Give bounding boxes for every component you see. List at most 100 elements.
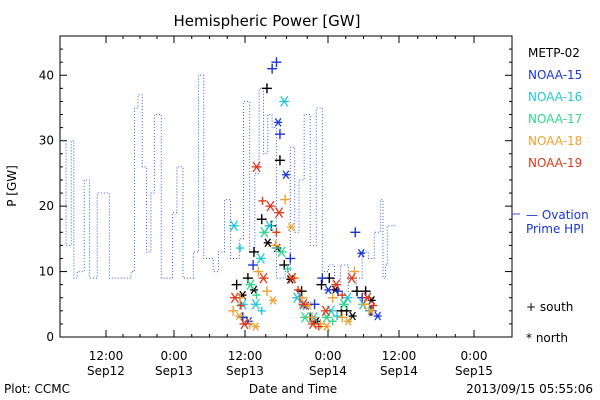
point-noaa-18-alt [366,306,375,316]
point-noaa-19-c [266,200,275,212]
point-metp-02 [261,83,272,94]
point-noaa-18 [280,194,291,205]
plot-frame [59,35,513,338]
point-noaa-16-c [230,220,239,232]
x-tick-label-date: Sep14 [380,364,418,378]
point-noaa-19-alt [338,291,347,300]
point-noaa-19-c [299,298,308,310]
point-noaa-18 [327,292,338,303]
point-metp-02 [274,155,285,166]
point-noaa-19-alt [236,301,245,310]
y-axis: 0 10 20 30 40 [39,35,512,344]
legend-south-label: + south [526,300,573,314]
point-noaa-15-alt [373,311,382,321]
point-noaa-18-alt-c [252,322,259,331]
point-metp-02 [248,246,259,257]
point-noaa-18-alt [344,316,353,326]
point-noaa-19-c [240,318,249,330]
point-noaa-19-alt [294,285,303,294]
point-noaa-15-alt [274,118,283,127]
point-noaa-19-alt [272,228,281,237]
x-tick-label-time: 0:00 [315,349,342,363]
point-noaa-15-alt-c [274,118,282,127]
point-metp-02-alt-c [368,295,375,305]
point-noaa-16-alt [333,312,342,321]
point-noaa-19 [239,318,250,330]
legend-item: NOAA-18 [528,134,582,148]
legend-item: NOAA-16 [528,90,582,104]
point-noaa-17-c [339,298,349,310]
point-noaa-19 [362,292,373,304]
point-noaa-17 [245,279,256,291]
x-tick-label-date: Sep12 [87,364,125,378]
series-noaa-15 [237,57,382,326]
x-axis-label: Date and Time [249,382,337,396]
series-noaa-17 [245,226,350,326]
point-noaa-15-alt [357,248,366,258]
point-noaa-16-c [343,292,352,304]
legend-item: NOAA-19 [528,156,582,170]
chart-title: Hemispheric Power [GW] [174,12,361,30]
point-noaa-15 [274,129,285,140]
point-noaa-17-alt [252,291,261,300]
x-axis: 12:00Sep120:00Sep1312:00Sep130:00Sep1412… [87,36,493,378]
point-noaa-19-c [321,305,330,317]
point-noaa-15 [350,227,361,238]
point-noaa-19-c [308,318,317,330]
point-noaa-16-c [251,298,260,310]
point-noaa-18 [270,240,281,251]
x-tick-label-date: Sep13 [226,364,264,378]
point-noaa-16 [342,292,353,304]
y-tick-label: 0 [46,330,54,344]
point-noaa-19-c [347,272,356,284]
point-metp-02 [231,279,242,290]
point-noaa-18 [228,305,239,316]
point-metp-02-alt-c [250,285,258,295]
point-noaa-15-alt-c [357,248,365,258]
point-noaa-19-c [252,161,261,173]
legend-ovation-label-2: Prime HPI [526,222,584,236]
point-noaa-16-c [280,96,289,107]
point-noaa-19 [307,318,318,330]
point-noaa-17 [259,226,270,238]
y-tick-label: 30 [39,134,54,148]
point-noaa-19-c [259,272,268,284]
point-noaa-19-alt [369,301,378,310]
point-noaa-18-alt [235,311,244,321]
legend-ovation-label: — Ovation [526,208,589,222]
point-noaa-18 [306,312,317,323]
point-noaa-19-c [363,292,372,304]
point-noaa-15 [248,260,259,271]
point-metp-02-alt-c [331,285,339,295]
x-tick-label-time: 12:00 [89,349,124,363]
point-noaa-16 [229,220,240,232]
point-noaa-18-alt-c [344,316,352,326]
x-tick-label-time: 12:00 [382,349,417,363]
point-noaa-15 [317,273,328,284]
footer-plot-credit: Plot: CCMC [4,382,70,396]
series-noaa-18 [228,194,375,331]
point-noaa-17-c [301,311,310,323]
point-noaa-15 [309,299,320,310]
point-noaa-19 [346,272,357,284]
point-noaa-17 [339,298,350,310]
point-noaa-17-c [260,226,269,238]
legend-item: NOAA-17 [528,112,582,126]
y-tick-label: 40 [39,68,54,82]
point-noaa-17-alt [283,264,292,273]
legend-north-label: * north [526,331,568,345]
point-noaa-19-c [288,272,297,284]
point-noaa-18-alt-c [323,322,330,331]
point-noaa-16-alt [257,306,266,315]
point-noaa-19 [331,279,342,291]
point-noaa-19 [320,305,331,317]
point-noaa-15 [285,253,296,264]
x-tick-label-date: Sep13 [155,364,193,378]
footer-timestamp: 2013/09/15 05:55:06 [466,382,593,396]
point-noaa-19 [287,272,298,284]
point-noaa-18-alt [251,322,260,331]
x-tick-label-time: 12:00 [228,349,263,363]
y-tick-label: 20 [39,199,54,213]
point-noaa-17-c [246,279,255,291]
